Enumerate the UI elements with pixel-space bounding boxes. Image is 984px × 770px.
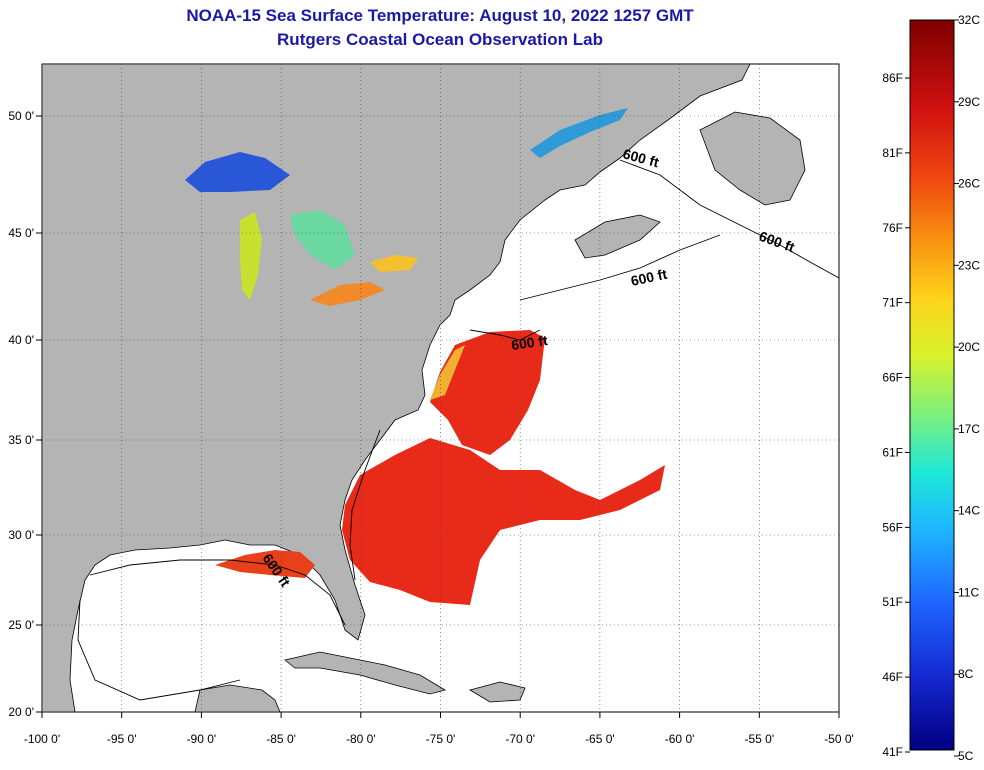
lat-tick-label: 40 0' [8, 333, 34, 347]
colorbar-fahrenheit-label: 81F [882, 146, 903, 160]
colorbar [909, 19, 955, 751]
graticule [42, 64, 839, 712]
coastal-sst-mid-atlantic [430, 345, 465, 400]
colorbar-celsius-label: 23C [958, 258, 980, 272]
colorbar-celsius-label: 17C [958, 422, 980, 436]
lon-tick-label: -60 0' [665, 732, 695, 746]
lon-tick-label: -95 0' [107, 732, 137, 746]
lon-tick-label: -75 0' [426, 732, 456, 746]
colorbar-ticks [905, 19, 959, 757]
colorbar-fahrenheit-label: 76F [882, 221, 903, 235]
colorbar-celsius-label: 20C [958, 340, 980, 354]
colorbar-fahrenheit-label: 46F [882, 670, 903, 684]
colorbar-fahrenheit-label: 71F [882, 296, 903, 310]
colorbar-fahrenheit-label: 51F [882, 595, 903, 609]
lon-tick-label: -80 0' [346, 732, 376, 746]
lon-tick-label: -50 0' [824, 732, 854, 746]
colorbar-fahrenheit-label: 41F [882, 745, 903, 759]
lake-ontario-sst [370, 255, 418, 272]
longitude-labels: -100 0' -95 0' -90 0' -85 0' -80 0' -75 0' -70… [24, 712, 854, 746]
colorbar-celsius-label: 26C [958, 177, 980, 191]
lake-superior-sst [185, 152, 290, 192]
lat-tick-label: 30 0' [8, 528, 34, 542]
colorbar-celsius-label: 14C [958, 504, 980, 518]
lake-huron-sst [290, 210, 355, 270]
nova-scotia-land [574, 214, 661, 259]
contour-label-4: 600 ft [510, 332, 549, 353]
contour-label-3: 600 ft [629, 266, 668, 289]
colorbar-fahrenheit-label: 66F [882, 371, 903, 385]
chart-title: NOAA-15 Sea Surface Temperature: August … [186, 6, 694, 25]
colorbar-fahrenheit-label: 61F [882, 445, 903, 459]
hispaniola-land [468, 681, 526, 703]
atlantic-sst-south [342, 438, 665, 605]
lon-tick-label: -85 0' [266, 732, 296, 746]
colorbar-fahrenheit-label: 86F [882, 71, 903, 85]
colorbar-celsius-label: 11C [958, 585, 979, 599]
chart-subtitle: Rutgers Coastal Ocean Observation Lab [277, 30, 603, 49]
colorbar-celsius-label: 29C [958, 95, 980, 109]
north-america-land [42, 64, 751, 712]
latitude-labels: 50 0' 45 0' 40 0' 35 0' 30 0' 25 0' 20 0' [8, 109, 42, 719]
lake-michigan-sst [240, 212, 262, 300]
colorbar-celsius-label: 8C [958, 667, 974, 681]
lon-tick-label: -65 0' [585, 732, 615, 746]
colorbar-celsius-labels: 32C 29C 26C 23C 20C 17C 14C 11C 8C 5C [958, 13, 980, 763]
lon-tick-label: -100 0' [24, 732, 60, 746]
lake-erie-sst [310, 282, 385, 306]
lat-tick-label: 20 0' [8, 705, 34, 719]
lat-tick-label: 50 0' [8, 109, 34, 123]
lat-tick-label: 35 0' [8, 433, 34, 447]
lon-tick-label: -70 0' [505, 732, 535, 746]
colorbar-fahrenheit-label: 56F [882, 520, 903, 534]
cuba-land [284, 651, 447, 695]
atlantic-sst-north [430, 330, 545, 455]
lat-tick-label: 45 0' [8, 226, 34, 240]
colorbar-celsius-label: 32C [958, 13, 980, 27]
lat-tick-label: 25 0' [8, 618, 34, 632]
lon-tick-label: -55 0' [744, 732, 774, 746]
600ft-contour [77, 159, 839, 701]
colorbar-fahrenheit-labels: 86F 81F 76F 71F 66F 61F 56F 51F 46F 41F [882, 71, 903, 759]
colorbar-celsius-label: 5C [958, 749, 974, 763]
lon-tick-label: -90 0' [187, 732, 217, 746]
newfoundland-land [699, 111, 806, 206]
st-lawrence-sst [530, 108, 628, 158]
